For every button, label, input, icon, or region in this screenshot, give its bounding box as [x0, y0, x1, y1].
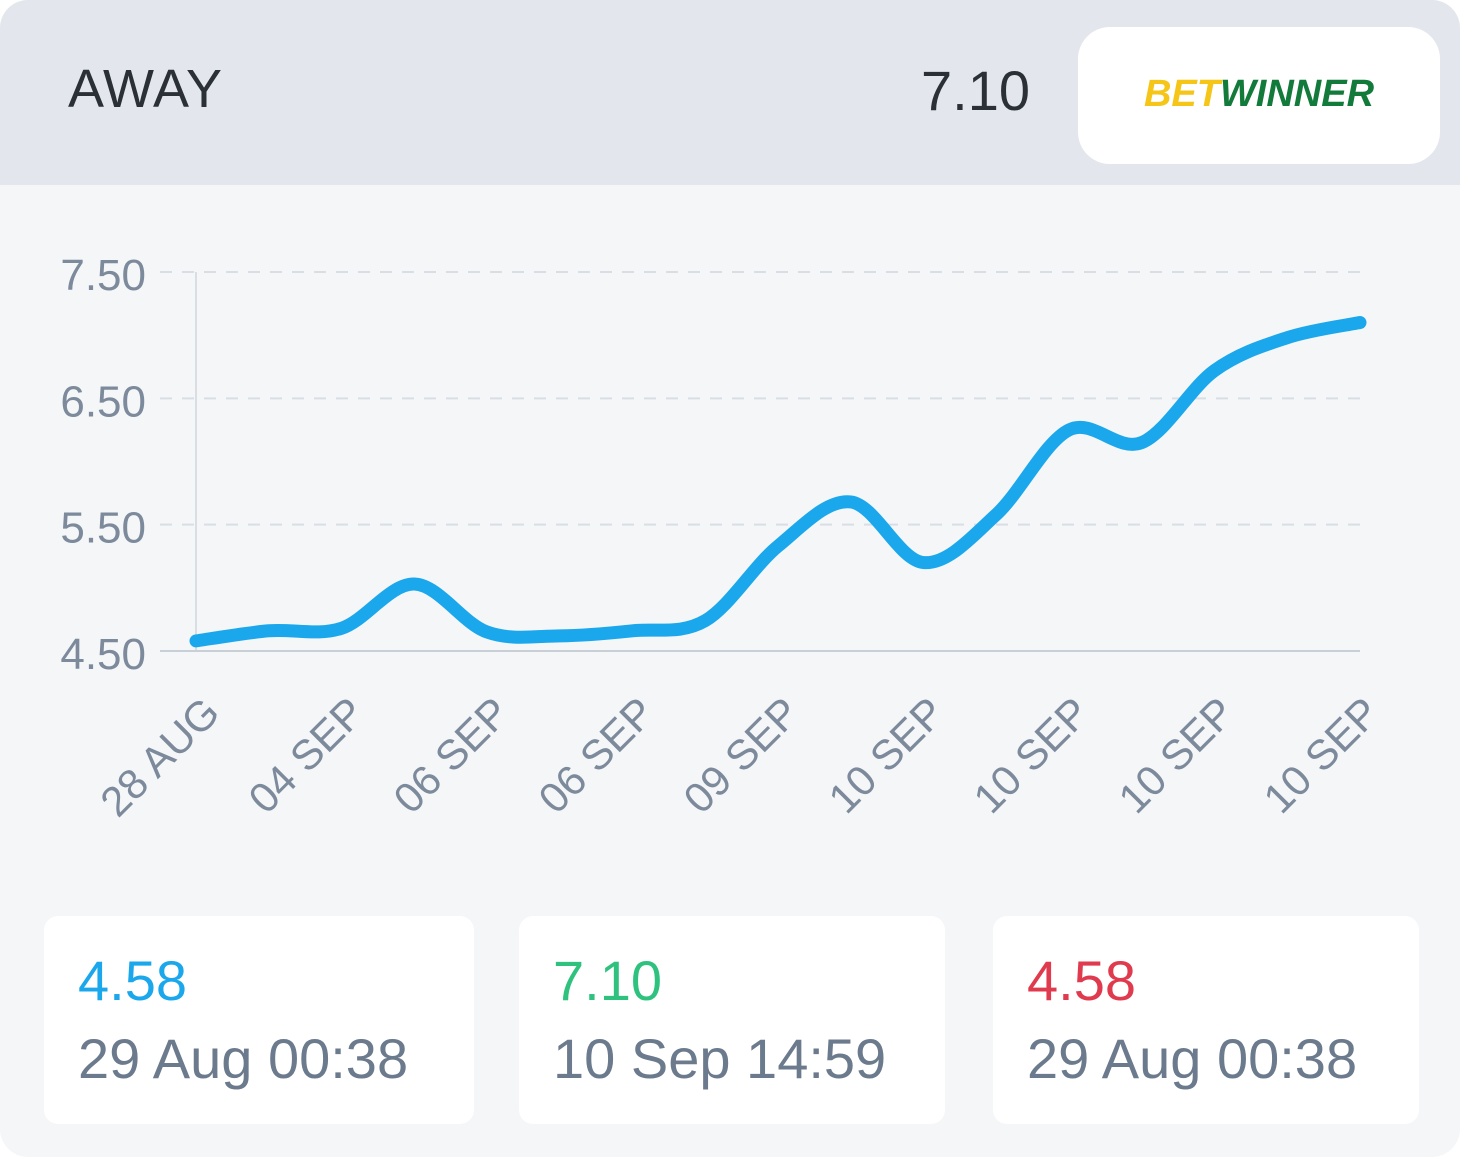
y-tick-label: 5.50: [60, 504, 146, 553]
y-tick-label: 7.50: [60, 251, 146, 300]
y-tick-label: 4.50: [60, 630, 146, 679]
max-odds-card: 7.10 10 Sep 14:59: [519, 916, 945, 1124]
x-tick-label: 04 SEP: [239, 688, 373, 822]
max-odds-value: 7.10: [553, 949, 662, 1012]
x-tick-label: 10 SEP: [1109, 688, 1243, 822]
bookmaker-logo-button[interactable]: BETWINNER: [1078, 27, 1440, 164]
current-odds-value: 7.10: [921, 59, 1030, 122]
market-label: AWAY: [68, 59, 224, 119]
bookmaker-logo: BETWINNER: [1078, 73, 1440, 116]
opening-odds-time: 29 Aug 00:38: [78, 1027, 409, 1090]
x-tick-label: 28 AUG: [91, 688, 228, 825]
min-odds-card: 4.58 29 Aug 00:38: [993, 916, 1419, 1124]
logo-part-bet: BET: [1143, 73, 1220, 115]
x-tick-label: 10 SEP: [964, 688, 1098, 822]
min-odds-time: 29 Aug 00:38: [1027, 1027, 1358, 1090]
y-tick-label: 6.50: [60, 377, 146, 426]
x-tick-label: 09 SEP: [674, 688, 808, 822]
opening-odds-card: 4.58 29 Aug 00:38: [44, 916, 474, 1124]
logo-part-winner: WINNER: [1219, 73, 1375, 115]
odds-header: AWAY 7.10 BETWINNER: [0, 0, 1460, 185]
max-odds-time: 10 Sep 14:59: [553, 1027, 887, 1090]
min-odds-value: 4.58: [1027, 949, 1136, 1012]
odds-series-line: [189, 316, 1367, 648]
x-tick-label: 10 SEP: [1254, 688, 1388, 822]
x-tick-label: 06 SEP: [384, 688, 518, 822]
opening-odds-value: 4.58: [78, 949, 187, 1012]
x-tick-label: 06 SEP: [529, 688, 663, 822]
x-tick-label: 10 SEP: [819, 688, 953, 822]
